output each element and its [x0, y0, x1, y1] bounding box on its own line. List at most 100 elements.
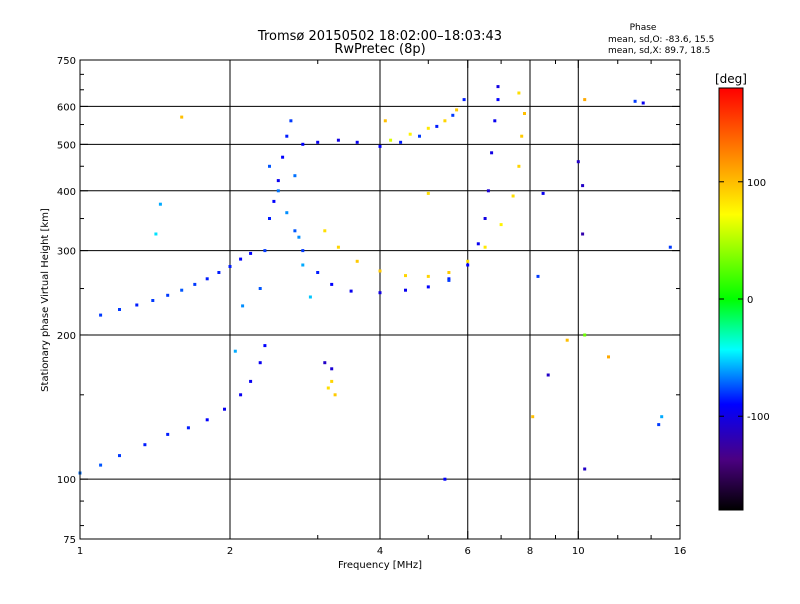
data-point — [493, 119, 497, 123]
x-tick-label: 4 — [377, 546, 383, 557]
data-point — [228, 265, 232, 268]
data-point — [326, 386, 330, 390]
data-point — [520, 134, 524, 138]
data-point — [583, 98, 587, 102]
data-point — [490, 151, 494, 155]
data-point — [447, 278, 451, 282]
data-point — [426, 191, 430, 195]
data-point — [330, 282, 334, 286]
data-point — [99, 313, 103, 317]
data-point — [263, 249, 267, 253]
data-point — [301, 142, 305, 146]
data-point — [99, 463, 103, 467]
data-point — [293, 229, 297, 233]
data-point — [517, 91, 521, 95]
y-tick-label: 75 — [63, 535, 76, 546]
y-tick-label: 750 — [57, 56, 76, 67]
data-point — [166, 432, 170, 436]
data-point — [135, 303, 139, 307]
x-axis-label: Frequency [MHz] — [338, 560, 422, 571]
data-point — [272, 199, 276, 203]
x-tick-label: 2 — [227, 546, 233, 557]
data-point — [193, 282, 197, 286]
data-point — [426, 274, 430, 278]
data-point — [408, 132, 412, 136]
data-point — [378, 269, 382, 273]
data-point — [426, 126, 430, 130]
stats-o-line: mean, sd,O: -83.6, 15.5 — [608, 35, 714, 45]
data-point — [239, 393, 243, 397]
data-point — [151, 299, 155, 302]
data-point — [333, 393, 337, 397]
data-point — [607, 355, 610, 359]
data-point — [565, 338, 569, 342]
data-point — [443, 119, 447, 123]
data-point — [583, 333, 587, 337]
data-point — [330, 379, 334, 383]
data-point — [443, 477, 447, 481]
data-point — [301, 263, 305, 267]
data-point — [205, 418, 209, 422]
data-point — [166, 293, 170, 297]
data-point — [258, 361, 262, 365]
data-point — [154, 232, 158, 236]
data-point — [276, 179, 280, 183]
data-point — [205, 277, 209, 281]
data-point — [285, 134, 289, 138]
data-point — [118, 308, 121, 311]
colorbar-tick-label: 100 — [747, 178, 766, 189]
data-point — [483, 245, 487, 249]
data-point — [355, 140, 359, 144]
chart-title: Tromsø 20150502 18:02:00–18:03:43 — [257, 29, 502, 44]
data-point — [583, 467, 587, 471]
y-tick-label: 300 — [57, 247, 76, 258]
data-point — [499, 223, 503, 227]
data-point — [447, 271, 451, 274]
data-point — [301, 249, 305, 253]
data-point — [451, 113, 455, 117]
data-point — [581, 184, 585, 188]
data-point — [249, 379, 253, 383]
data-point — [641, 101, 645, 105]
data-point — [241, 304, 245, 308]
colorbar-tick-label: 0 — [747, 295, 753, 306]
data-point — [281, 155, 285, 159]
data-point — [308, 295, 312, 299]
data-point — [399, 140, 403, 144]
data-point — [581, 232, 585, 236]
data-point — [378, 291, 382, 295]
data-point — [517, 164, 521, 168]
data-point — [404, 274, 407, 278]
y-tick-labels: 75 100 200 300 400 500 600 750 — [57, 56, 76, 546]
data-point — [143, 443, 147, 447]
x-tick-label: 1 — [77, 546, 83, 557]
data-point — [541, 191, 545, 195]
data-point — [349, 289, 353, 293]
data-point — [476, 242, 480, 246]
data-point — [158, 202, 162, 206]
data-point — [496, 85, 500, 89]
data-point — [426, 285, 430, 289]
x-tick-labels: 1 2 4 6 8 10 16 — [77, 546, 687, 557]
data-point — [633, 99, 637, 103]
data-point — [657, 423, 661, 427]
data-point — [233, 349, 237, 353]
data-point — [462, 98, 466, 102]
data-point — [289, 119, 293, 123]
axis-ticks — [79, 59, 681, 540]
data-point — [496, 98, 500, 102]
x-tick-label: 16 — [674, 546, 687, 557]
data-point — [276, 189, 280, 193]
y-tick-label: 100 — [57, 475, 76, 486]
data-point — [511, 194, 515, 198]
data-point — [435, 124, 439, 128]
data-point — [268, 164, 271, 168]
data-point — [536, 274, 540, 278]
data-point — [186, 426, 190, 430]
data-point — [316, 271, 320, 274]
data-point — [258, 287, 262, 290]
data-point — [455, 108, 459, 112]
data-point — [355, 259, 359, 263]
data-point — [293, 174, 297, 178]
